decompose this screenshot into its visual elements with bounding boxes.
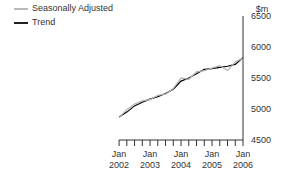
html-text:Seasonally Adjusted: Seasonally Adjusted <box>32 3 114 14</box>
svg-text:$m: $m <box>256 4 269 14</box>
svg-text:Jan2006: Jan2006 <box>233 149 253 170</box>
svg-text:Jan2003: Jan2003 <box>140 149 160 170</box>
svg-text:Jan2004: Jan2004 <box>171 149 191 170</box>
svg-text:Jan2005: Jan2005 <box>202 149 222 170</box>
svg-text:6000: 6000 <box>251 42 271 52</box>
svg-text:Jan2002: Jan2002 <box>109 149 129 170</box>
svg-text:4500: 4500 <box>251 135 271 145</box>
svg-text:6500: 6500 <box>251 11 271 22</box>
html-text:Trend: Trend <box>32 17 56 28</box>
svg-text:5500: 5500 <box>251 73 271 83</box>
svg-text:5000: 5000 <box>251 104 271 114</box>
